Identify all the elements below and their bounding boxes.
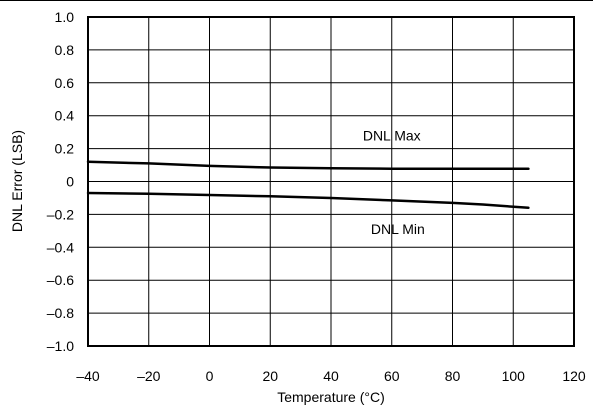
y-axis-label: DNL Error (LSB) [9,130,25,232]
y-tick-label: –0.4 [47,239,74,255]
series-line-dnl-min [86,191,530,210]
y-tick-labels: 1.0 0.8 0.6 0.4 0.2 0 –0.2 –0.4 –0.6 –0.8 –1.0 [47,9,74,354]
series-lines [86,160,530,210]
grid [87,16,575,347]
y-tick-label: –0.8 [47,305,74,321]
x-tick-label: –20 [137,368,161,384]
plot-frame [87,16,575,347]
x-tick-label: 0 [206,368,214,384]
y-tick-label: 0.6 [55,75,75,91]
x-tick-label: 40 [323,368,339,384]
annotation-label: DNL Max [363,127,421,143]
annotations: DNL Max DNL Min [363,127,425,237]
y-tick-label: –0.6 [47,272,74,288]
y-tick-label: –1.0 [47,338,74,354]
y-tick-label: –0.2 [47,206,74,222]
x-tick-label: 80 [445,368,461,384]
x-tick-label: 60 [384,368,400,384]
x-tick-label: 120 [562,368,586,384]
y-tick-label: 0.4 [55,108,75,124]
y-tick-label: 0 [66,174,74,190]
y-tick-label: 0.2 [55,141,75,157]
x-tick-label: 20 [262,368,278,384]
x-axis-label: Temperature (°C) [277,389,385,405]
x-tick-labels: –40 –20 0 20 40 60 80 100 120 [76,368,586,384]
series-line-dnl-max [86,160,530,170]
x-tick-label: 100 [502,368,526,384]
x-tick-label: –40 [76,368,100,384]
annotation-label: DNL Min [371,221,425,237]
y-tick-label: 0.8 [55,42,75,58]
y-tick-label: 1.0 [55,9,75,25]
